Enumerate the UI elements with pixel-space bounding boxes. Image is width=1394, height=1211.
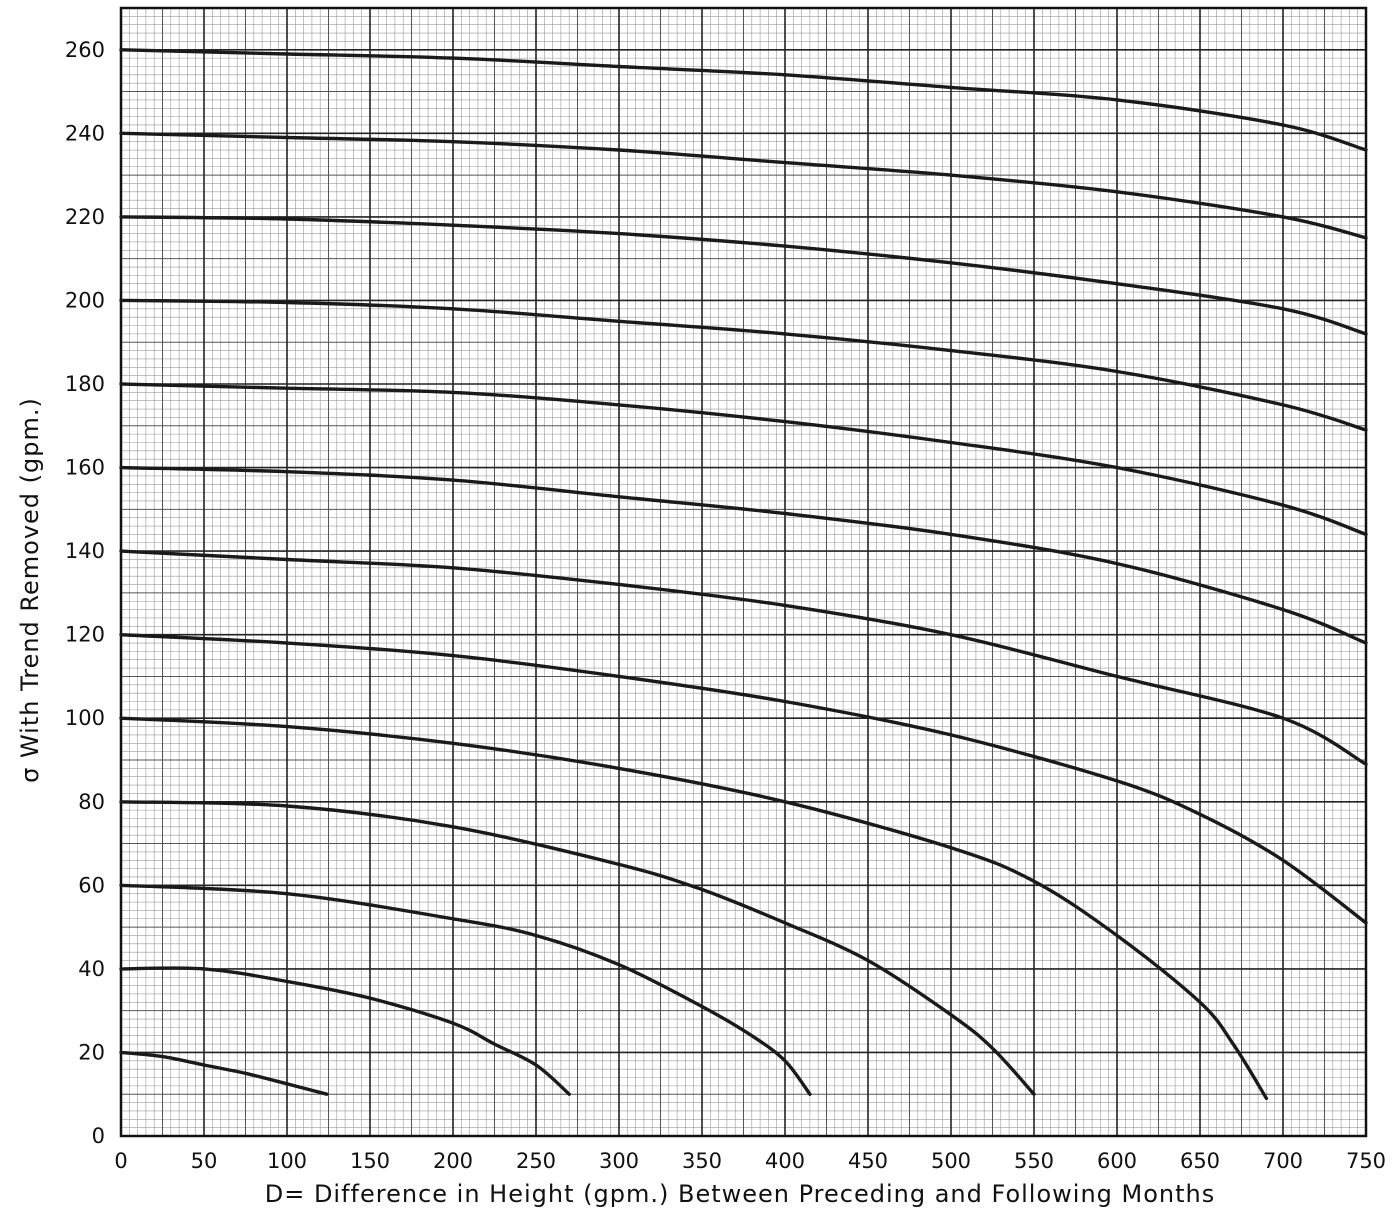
- y-tick-label: 80: [78, 790, 105, 814]
- y-tick-label: 60: [78, 873, 105, 897]
- y-tick-label: 160: [65, 456, 105, 480]
- curve-4: [119, 800, 1036, 1096]
- y-tick-label: 20: [78, 1040, 105, 1064]
- curve-2: [119, 966, 571, 1096]
- y-tick-label: 140: [65, 539, 105, 563]
- mid-grid: [121, 7, 1366, 1136]
- y-tick-label: 100: [65, 706, 105, 730]
- curve-11: [119, 215, 1368, 336]
- x-tick-label: 200: [433, 1149, 473, 1173]
- y-tick-label: 40: [78, 957, 105, 981]
- x-tick-label: 550: [1014, 1149, 1054, 1173]
- curve-3: [119, 883, 812, 1096]
- curve-10: [119, 298, 1368, 432]
- x-axis-title: D= Difference in Height (gpm.) Between P…: [265, 1180, 1216, 1208]
- curve-8: [119, 465, 1368, 645]
- x-tick-label: 250: [516, 1149, 556, 1173]
- y-tick-label: 120: [65, 623, 105, 647]
- y-tick-label: 180: [65, 372, 105, 396]
- y-tick-label: 240: [65, 121, 105, 145]
- x-tick-label: 700: [1263, 1149, 1303, 1173]
- y-axis-title: σ With Trend Removed (gpm.): [16, 397, 44, 783]
- curve-12: [119, 131, 1368, 240]
- x-tick-label: 600: [1097, 1149, 1137, 1173]
- plot-frame: [119, 6, 1368, 1138]
- x-tick-label: 350: [682, 1149, 722, 1173]
- x-tick-label: 500: [931, 1149, 971, 1173]
- y-tick-labels: 0 20 40 60 80 100 120 140 160 180 200 220 240 260: [65, 38, 105, 1148]
- y-tick-label: 220: [65, 205, 105, 229]
- curve-5: [119, 716, 1269, 1101]
- curve-1: [119, 1050, 329, 1096]
- y-tick-label: 0: [92, 1124, 105, 1148]
- curve-13: [119, 48, 1368, 152]
- curve-9: [119, 382, 1368, 537]
- curve-7: [119, 549, 1368, 766]
- x-tick-label: 100: [267, 1149, 307, 1173]
- y-tick-label: 260: [65, 38, 105, 62]
- x-tick-label: 50: [191, 1149, 218, 1173]
- x-tick-label: 450: [848, 1149, 888, 1173]
- x-tick-label: 650: [1180, 1149, 1220, 1173]
- x-tick-label: 0: [114, 1149, 127, 1173]
- x-tick-label: 400: [765, 1149, 805, 1173]
- x-tick-label: 150: [350, 1149, 390, 1173]
- curve-6: [119, 633, 1368, 925]
- curves: [119, 48, 1368, 1101]
- x-tick-label: 300: [599, 1149, 639, 1173]
- x-tick-label: 750: [1346, 1149, 1386, 1173]
- x-tick-labels: 0 50 100 150 200 250 300 350 400 450 500 550 600 650 7…: [114, 1149, 1386, 1173]
- y-tick-label: 200: [65, 288, 105, 312]
